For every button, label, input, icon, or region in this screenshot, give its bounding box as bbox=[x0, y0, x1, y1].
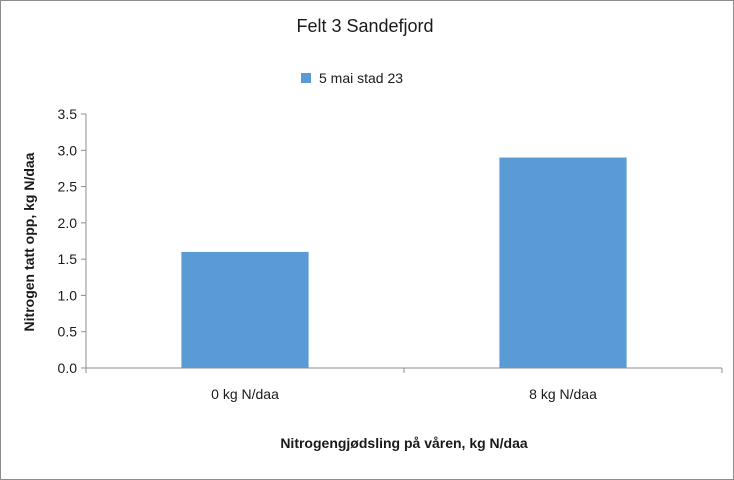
y-tick-label: 1.0 bbox=[58, 287, 78, 303]
bar-1 bbox=[181, 251, 309, 368]
x-tick-label: 0 kg N/daa bbox=[211, 386, 279, 402]
plot-area: 0.0 0.5 1.0 1.5 2.0 2.5 3.0 3.5 0 kg N/daa 8 kg N… bbox=[58, 106, 723, 402]
y-tick-label: 2.0 bbox=[58, 215, 78, 231]
y-tick-label: 0.0 bbox=[58, 360, 78, 376]
x-tick-label: 8 kg N/daa bbox=[529, 386, 597, 402]
legend-label: 5 mai stad 23 bbox=[319, 70, 403, 86]
y-axis-title: Nitrogen tatt opp, kg N/daa bbox=[21, 152, 37, 331]
y-tick-label: 1.5 bbox=[58, 251, 78, 267]
y-tick-label: 3.0 bbox=[58, 142, 78, 158]
legend: 5 mai stad 23 bbox=[301, 70, 403, 86]
bar-2 bbox=[499, 157, 627, 368]
y-tick-label: 0.5 bbox=[58, 324, 78, 340]
x-axis-title: Nitrogengjødsling på våren, kg N/daa bbox=[280, 435, 528, 451]
legend-swatch bbox=[301, 73, 311, 83]
y-tick-label: 2.5 bbox=[58, 179, 78, 195]
y-tick-label: 3.5 bbox=[58, 106, 78, 122]
chart-title: Felt 3 Sandefjord bbox=[296, 16, 433, 36]
